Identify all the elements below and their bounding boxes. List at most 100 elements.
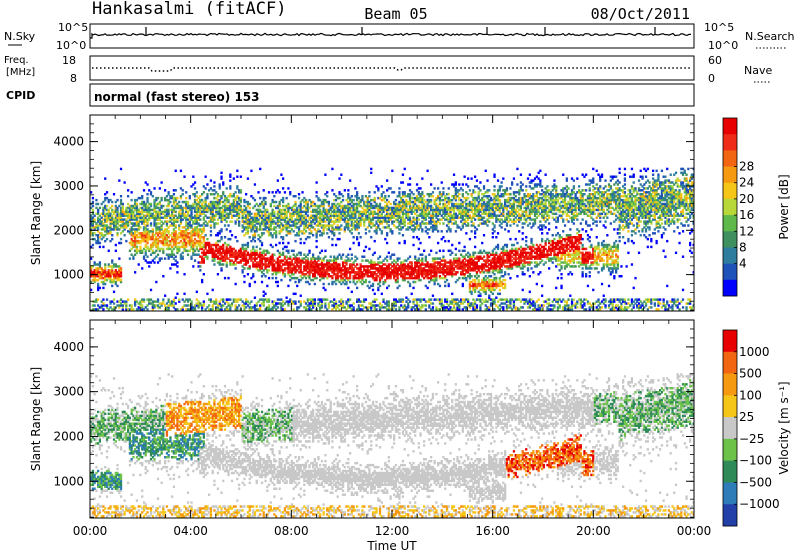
heatmap-cell (396, 271, 399, 274)
heatmap-cell (415, 271, 419, 274)
heatmap-cell (382, 275, 385, 278)
heatmap-cell (356, 210, 359, 214)
heatmap-cell (336, 210, 339, 214)
heatmap-cell (375, 212, 378, 216)
heatmap-cell (148, 247, 151, 251)
heatmap-cell (185, 249, 188, 253)
heatmap-cell (91, 243, 95, 247)
heatmap-cell (146, 239, 149, 243)
heatmap-cell (174, 214, 177, 217)
heatmap-cell (343, 218, 346, 221)
heatmap-cell (294, 292, 297, 296)
heatmap-cell (294, 234, 297, 237)
heatmap-cell (391, 253, 394, 256)
heatmap-cell (153, 243, 156, 247)
heatmap-cell (287, 273, 290, 276)
heatmap-cell (218, 216, 221, 219)
heatmap-cell (313, 271, 316, 274)
heatmap-cell (377, 275, 380, 278)
heatmap-cell (93, 278, 96, 282)
heatmap-cell (320, 276, 324, 280)
heatmap-cell (350, 224, 353, 227)
heatmap-cell (377, 208, 380, 212)
heatmap-cell (155, 237, 158, 241)
heatmap-cell (260, 222, 264, 225)
heatmap-cell (119, 216, 123, 219)
heatmap-cell (322, 265, 325, 268)
heatmap-cell (116, 232, 119, 235)
heatmap-cell (223, 218, 227, 221)
heatmap-cell (185, 228, 188, 231)
heatmap-cell (349, 210, 352, 214)
heatmap-cell (280, 265, 283, 268)
heatmap-cell (97, 234, 100, 237)
heatmap-cell (356, 220, 359, 223)
heatmap-cell (172, 257, 176, 260)
heatmap-cell (408, 195, 412, 198)
heatmap-cell (410, 220, 413, 223)
heatmap-cell (320, 302, 324, 305)
heatmap-cell (209, 308, 213, 311)
heatmap-cell (171, 236, 174, 239)
heatmap-cell (176, 196, 179, 200)
heatmap-cell (104, 212, 107, 216)
heatmap-cell (433, 267, 436, 270)
heatmap-cell (400, 218, 403, 221)
heatmap-cell (423, 249, 426, 253)
heatmap-cell (151, 212, 154, 216)
heatmap-cell (289, 269, 292, 272)
heatmap-cell (213, 243, 216, 247)
heatmap-cell (218, 239, 221, 243)
heatmap-cell (109, 269, 112, 272)
heatmap-cell (158, 306, 161, 309)
heatmap-cell (243, 210, 246, 214)
heatmap-cell (408, 284, 412, 288)
heatmap-cell (142, 247, 146, 251)
heatmap-cell (350, 257, 353, 260)
heatmap-cell (306, 263, 309, 266)
heatmap-cell (142, 236, 146, 239)
heatmap-cell (394, 214, 398, 217)
heatmap-cell (356, 202, 359, 206)
heatmap-cell (297, 261, 301, 264)
heatmap-cell (241, 300, 244, 303)
heatmap-cell (257, 222, 260, 225)
heatmap-cell (430, 275, 433, 278)
heatmap-cell (343, 208, 346, 212)
heatmap-cell (229, 185, 232, 188)
heatmap-cell (320, 224, 324, 227)
heatmap-cell (97, 212, 100, 216)
heatmap-cell (104, 220, 107, 223)
heatmap-cell (234, 198, 237, 202)
heatmap-cell (260, 257, 264, 260)
heatmap-cell (95, 206, 98, 210)
heatmap-cell (371, 263, 375, 266)
heatmap-cell (192, 245, 195, 249)
heatmap-cell (403, 241, 406, 245)
heatmap-cell (176, 237, 179, 241)
heatmap-cell (361, 300, 364, 303)
heatmap-cell (401, 200, 405, 204)
nsky-tick-top: 10^5 (58, 21, 88, 34)
heatmap-cell (267, 308, 271, 311)
heatmap-cell (329, 275, 332, 278)
heatmap-cell (104, 193, 107, 196)
heatmap-cell (109, 220, 112, 223)
heatmap-cell (340, 269, 343, 272)
heatmap-cell (121, 218, 124, 221)
heatmap-cell (312, 226, 315, 229)
heatmap-cell (211, 288, 214, 292)
heatmap-cell (400, 271, 403, 274)
heatmap-cell (313, 282, 316, 286)
heatmap-cell (393, 302, 396, 305)
heatmap-cell (340, 273, 343, 276)
heatmap-cell (185, 236, 188, 239)
heatmap-cell (301, 276, 304, 280)
heatmap-cell (229, 212, 232, 216)
heatmap-cell (438, 271, 442, 274)
heatmap-cell (324, 275, 327, 278)
heatmap-cell (289, 275, 292, 278)
heatmap-cell (426, 200, 429, 204)
freq-tick-bottom: 8 (70, 72, 77, 85)
heatmap-cell (116, 212, 119, 216)
